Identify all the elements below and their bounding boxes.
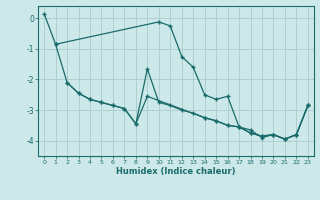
X-axis label: Humidex (Indice chaleur): Humidex (Indice chaleur) xyxy=(116,167,236,176)
